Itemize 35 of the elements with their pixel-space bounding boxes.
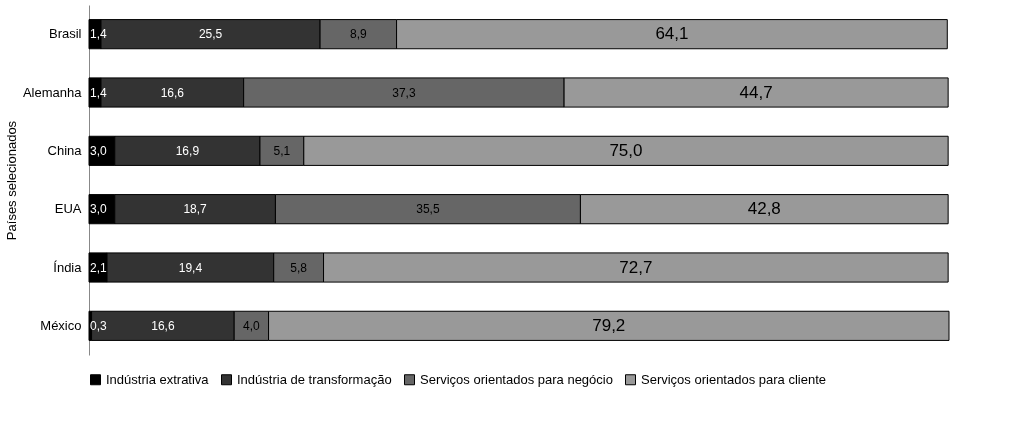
y-tick-label: Brasil <box>48 26 82 42</box>
y-tick-label: Alemanha <box>22 84 83 100</box>
data-label: 5,8 <box>290 260 308 275</box>
data-label: 0,3 <box>90 318 108 333</box>
data-label: 16,9 <box>175 143 200 158</box>
y-tick-label: EUA <box>54 201 82 217</box>
data-label: 25,5 <box>198 27 223 42</box>
y-tick-label: China <box>47 142 83 158</box>
legend-label: Serviços orientados para cliente <box>641 371 826 387</box>
data-label: 3,0 <box>90 143 108 158</box>
data-label: 75,0 <box>609 140 643 160</box>
data-label: 19,4 <box>178 260 203 275</box>
data-label: 42,8 <box>747 199 781 219</box>
data-label: 16,6 <box>151 318 175 333</box>
data-label: 5,1 <box>273 143 291 158</box>
data-label: 2,1 <box>90 260 108 275</box>
data-label: 18,7 <box>183 202 208 217</box>
legend-label: Indústria de transformação <box>237 371 392 387</box>
data-label: 1,4 <box>90 27 108 42</box>
data-label: 44,7 <box>739 82 773 102</box>
y-tick-label: Índia <box>53 259 83 275</box>
data-label: 72,7 <box>619 257 653 277</box>
data-label: 16,6 <box>160 85 185 100</box>
data-label: 35,5 <box>416 202 440 217</box>
data-label: 1,4 <box>90 85 108 100</box>
data-label: 3,0 <box>90 202 108 217</box>
data-label: 79,2 <box>592 315 626 335</box>
y-tick-label: México <box>40 317 82 333</box>
y-axis-title: Países selecionados <box>3 120 19 241</box>
data-label: 64,1 <box>655 24 689 44</box>
data-label: 37,3 <box>392 85 416 100</box>
data-label: 4,0 <box>243 318 261 333</box>
legend-label: Indústria extrativa <box>106 371 210 387</box>
legend-label: Serviços orientados para negócio <box>420 371 613 387</box>
data-label: 8,9 <box>350 27 367 42</box>
